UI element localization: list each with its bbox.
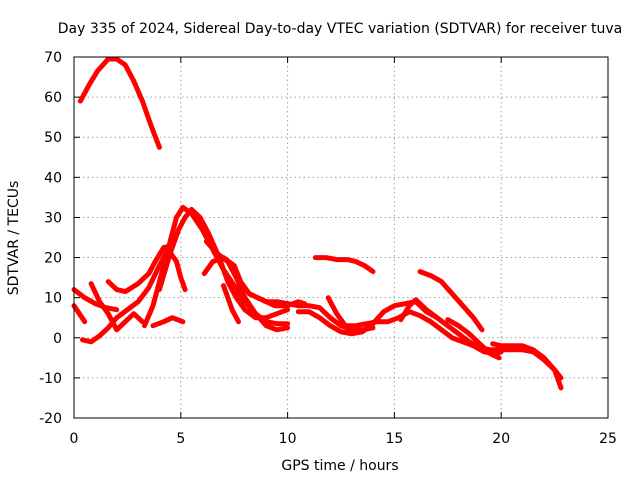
x-tick-label: 15 [385,431,403,447]
x-tick-label: 0 [70,431,79,447]
y-tick-label: -10 [39,371,62,387]
series-track-4 [71,287,120,313]
series-track-1 [77,56,162,150]
y-tick-label: 70 [44,50,62,66]
series-track-14 [312,255,376,275]
chart-title: Day 335 of 2024, Sidereal Day-to-day VTE… [58,21,622,37]
series-track-11 [203,239,291,333]
y-tick-label: 20 [44,251,62,267]
x-tick-label: 5 [176,431,185,447]
y-tick-labels: -20 -10 0 10 20 30 40 50 60 70 [39,50,62,427]
tick-marks [73,56,609,419]
x-tick-labels: 0 5 10 15 20 25 [70,431,617,447]
y-tick-label: 60 [44,90,62,106]
x-tick-label: 10 [279,431,297,447]
y-tick-label: 40 [44,170,62,186]
series-track-12 [221,283,241,325]
series-track-6 [88,281,145,333]
series-track-19 [445,317,502,361]
series-track-20 [490,341,564,391]
grid [74,57,608,418]
series-track-8 [150,315,186,329]
x-tick-label: 25 [599,431,617,447]
y-tick-label: 50 [44,130,62,146]
y-axis-label: SDTVAR / TECUs [6,181,22,296]
y-tick-label: 10 [44,291,62,307]
y-tick-label: 30 [44,210,62,226]
y-tick-label: -20 [39,411,62,427]
plot-frame [73,56,609,419]
x-axis-label: GPS time / hours [281,458,398,474]
x-tick-label: 20 [492,431,510,447]
series-track-5 [71,303,88,325]
y-tick-label: 0 [53,331,62,347]
series-track-18 [417,269,485,333]
series-track-7 [105,243,175,295]
series-track-2 [80,247,188,345]
series-track-13 [246,291,308,309]
series-group [71,56,564,391]
series-track-17 [398,297,564,381]
